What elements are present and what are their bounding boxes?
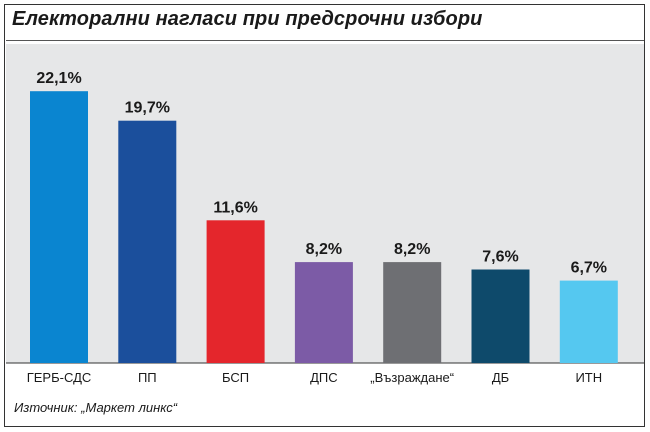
bar-6 [559,280,618,363]
bar-0 [30,91,88,363]
bar-1 [118,120,177,363]
bar-5 [471,269,530,363]
bar-2 [206,220,265,363]
chart-title: Електорални нагласи при предсрочни избор… [12,8,483,30]
data-label-6: 6,7% [571,260,607,277]
category-label-3: ДПС [310,370,338,385]
data-label-4: 8,2% [394,241,430,258]
title-divider [6,40,644,41]
category-label-6: ИТН [575,370,602,385]
data-label-0: 22,1% [36,70,81,87]
category-label-1: ПП [138,370,157,385]
data-label-3: 8,2% [306,241,342,258]
category-label-5: ДБ [492,370,509,385]
data-label-5: 7,6% [482,249,518,266]
bar-3 [294,262,353,363]
category-label-4: „Възраждане“ [370,370,454,385]
category-label-2: БСП [222,370,249,385]
bar-4 [383,262,442,363]
data-label-2: 11,6% [213,199,257,216]
source-note: Източник: „Маркет линкс“ [14,400,178,415]
category-label-0: ГЕРБ-СДС [27,370,92,385]
data-label-1: 19,7% [125,100,170,117]
